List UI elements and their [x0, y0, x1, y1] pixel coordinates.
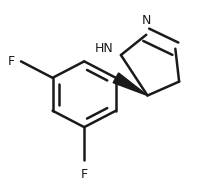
- Polygon shape: [113, 73, 147, 96]
- Text: F: F: [7, 55, 15, 68]
- Text: N: N: [141, 14, 151, 27]
- Text: F: F: [81, 168, 88, 181]
- Text: HN: HN: [95, 42, 113, 55]
